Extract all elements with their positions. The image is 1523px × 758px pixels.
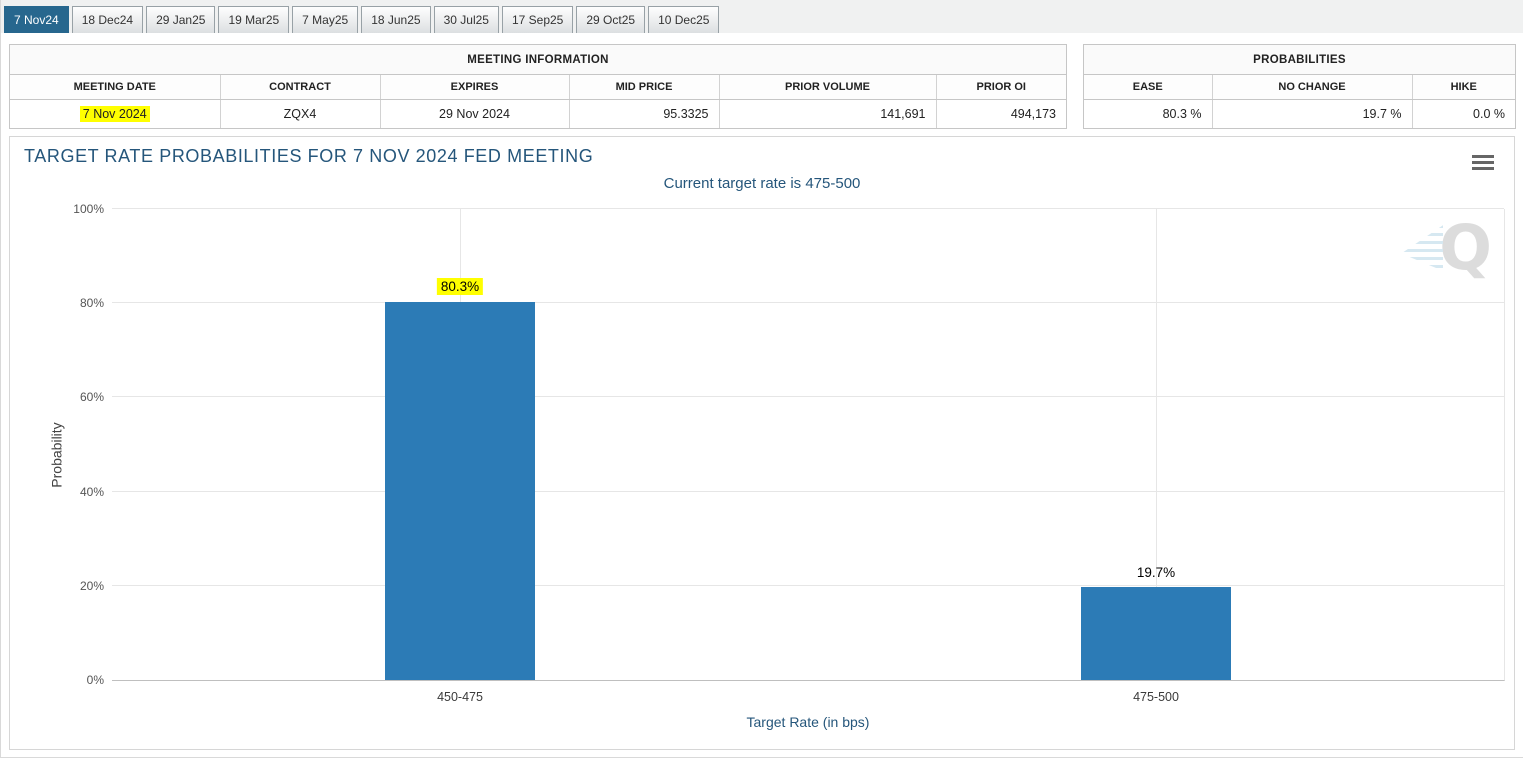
col-ease: EASE (1084, 75, 1213, 100)
chart-title: TARGET RATE PROBABILITIES FOR 7 NOV 2024… (24, 146, 594, 166)
info-tables: MEETING INFORMATION MEETING DATE CONTRAC… (1, 33, 1523, 136)
y-gridline (112, 584, 1504, 586)
meeting-tabs: 7 Nov24 18 Dec24 29 Jan25 19 Mar25 7 May25 18… (1, 0, 1523, 33)
contract-value: ZQX4 (220, 99, 381, 128)
col-prior-volume: PRIOR VOLUME (719, 75, 937, 100)
watermark-letter: Q (1439, 211, 1492, 284)
bar-value-label: 80.3% (436, 277, 484, 295)
chart-context-menu-icon[interactable] (1472, 155, 1494, 173)
x-tick-label: 450-475 (437, 690, 483, 704)
chart-subtitle: Current target rate is 475-500 (663, 175, 861, 192)
tab-19-mar25[interactable]: 19 Mar25 (218, 6, 290, 33)
x-tick-label: 475-500 (1133, 690, 1179, 704)
prior-volume-value: 141,691 (719, 99, 937, 128)
y-gridline (112, 396, 1504, 398)
no-change-value: 19.7 % (1212, 99, 1413, 128)
y-gridline (112, 302, 1504, 304)
y-tick-label: 40% (79, 484, 104, 499)
ease-value: 80.3 % (1084, 99, 1213, 128)
col-hike: HIKE (1412, 75, 1515, 100)
meeting-information-title: MEETING INFORMATION (10, 45, 1066, 75)
y-gridline (112, 490, 1504, 492)
y-tick-label: 80% (79, 296, 104, 311)
meeting-information-table: MEETING INFORMATION MEETING DATE CONTRAC… (9, 44, 1067, 129)
tab-18-dec24[interactable]: 18 Dec24 (71, 6, 144, 33)
y-tick-label: 60% (79, 390, 104, 405)
tab-30-jul25[interactable]: 30 Jul25 (433, 6, 499, 33)
prior-oi-value: 494,173 (1010, 107, 1056, 121)
plot-area: Q Target Rate (in bps) 0% 20% 40% 60% 80% 100… (73, 202, 1505, 730)
y-tick-label: 100% (73, 202, 104, 216)
y-axis-title: Probability (48, 422, 65, 488)
col-mid-price: MID PRICE (569, 75, 720, 100)
tab-7-may25[interactable]: 7 May25 (292, 6, 359, 33)
col-contract: CONTRACT (220, 75, 381, 100)
bar-value-label: 19.7% (1136, 565, 1176, 581)
tab-29-oct25[interactable]: 29 Oct25 (576, 6, 646, 33)
target-rate-chart: TARGET RATE PROBABILITIES FOR 7 NOV 2024… (9, 136, 1515, 750)
tab-7-nov24[interactable]: 7 Nov24 (4, 6, 69, 33)
bar-450-475[interactable] (385, 301, 535, 680)
y-gridline (112, 208, 1504, 209)
col-expires: EXPIRES (380, 75, 570, 100)
hike-value: 0.0 % (1473, 107, 1505, 121)
tab-17-sep25[interactable]: 17 Sep25 (501, 6, 574, 33)
probabilities-title: PROBABILITIES (1084, 45, 1515, 75)
col-no-change: NO CHANGE (1212, 75, 1413, 100)
bar-475-500[interactable] (1081, 587, 1231, 680)
col-prior-oi: PRIOR OI (936, 75, 1066, 100)
probabilities-table: PROBABILITIES EASE NO CHANGE HIKE 80.3 %… (1083, 44, 1516, 129)
mid-price-value: 95.3325 (569, 99, 720, 128)
meeting-info-row: 7 Nov 2024 ZQX4 29 Nov 2024 95.3325 141,… (10, 99, 1066, 128)
probabilities-row: 80.3 % 19.7 % 0.0 % (1084, 99, 1515, 128)
tab-18-jun25[interactable]: 18 Jun25 (361, 6, 431, 33)
y-tick-label: 20% (79, 578, 104, 593)
tab-10-dec25[interactable]: 10 Dec25 (648, 6, 720, 33)
quikstrike-watermark-icon: Q (1401, 217, 1492, 279)
col-meeting-date: MEETING DATE (10, 75, 221, 100)
y-tick-label: 0% (86, 673, 104, 687)
expires-value: 29 Nov 2024 (380, 99, 570, 128)
x-axis-title: Target Rate (in bps) (746, 714, 870, 730)
probabilities-header-row: EASE NO CHANGE HIKE (1084, 75, 1515, 100)
x-gridline (1156, 209, 1157, 680)
meeting-info-header-row: MEETING DATE CONTRACT EXPIRES MID PRICE … (10, 75, 1066, 100)
watermark-stripes (1401, 225, 1444, 271)
tab-29-jan25[interactable]: 29 Jan25 (146, 6, 216, 33)
meeting-date-value: 7 Nov 2024 (79, 106, 150, 122)
